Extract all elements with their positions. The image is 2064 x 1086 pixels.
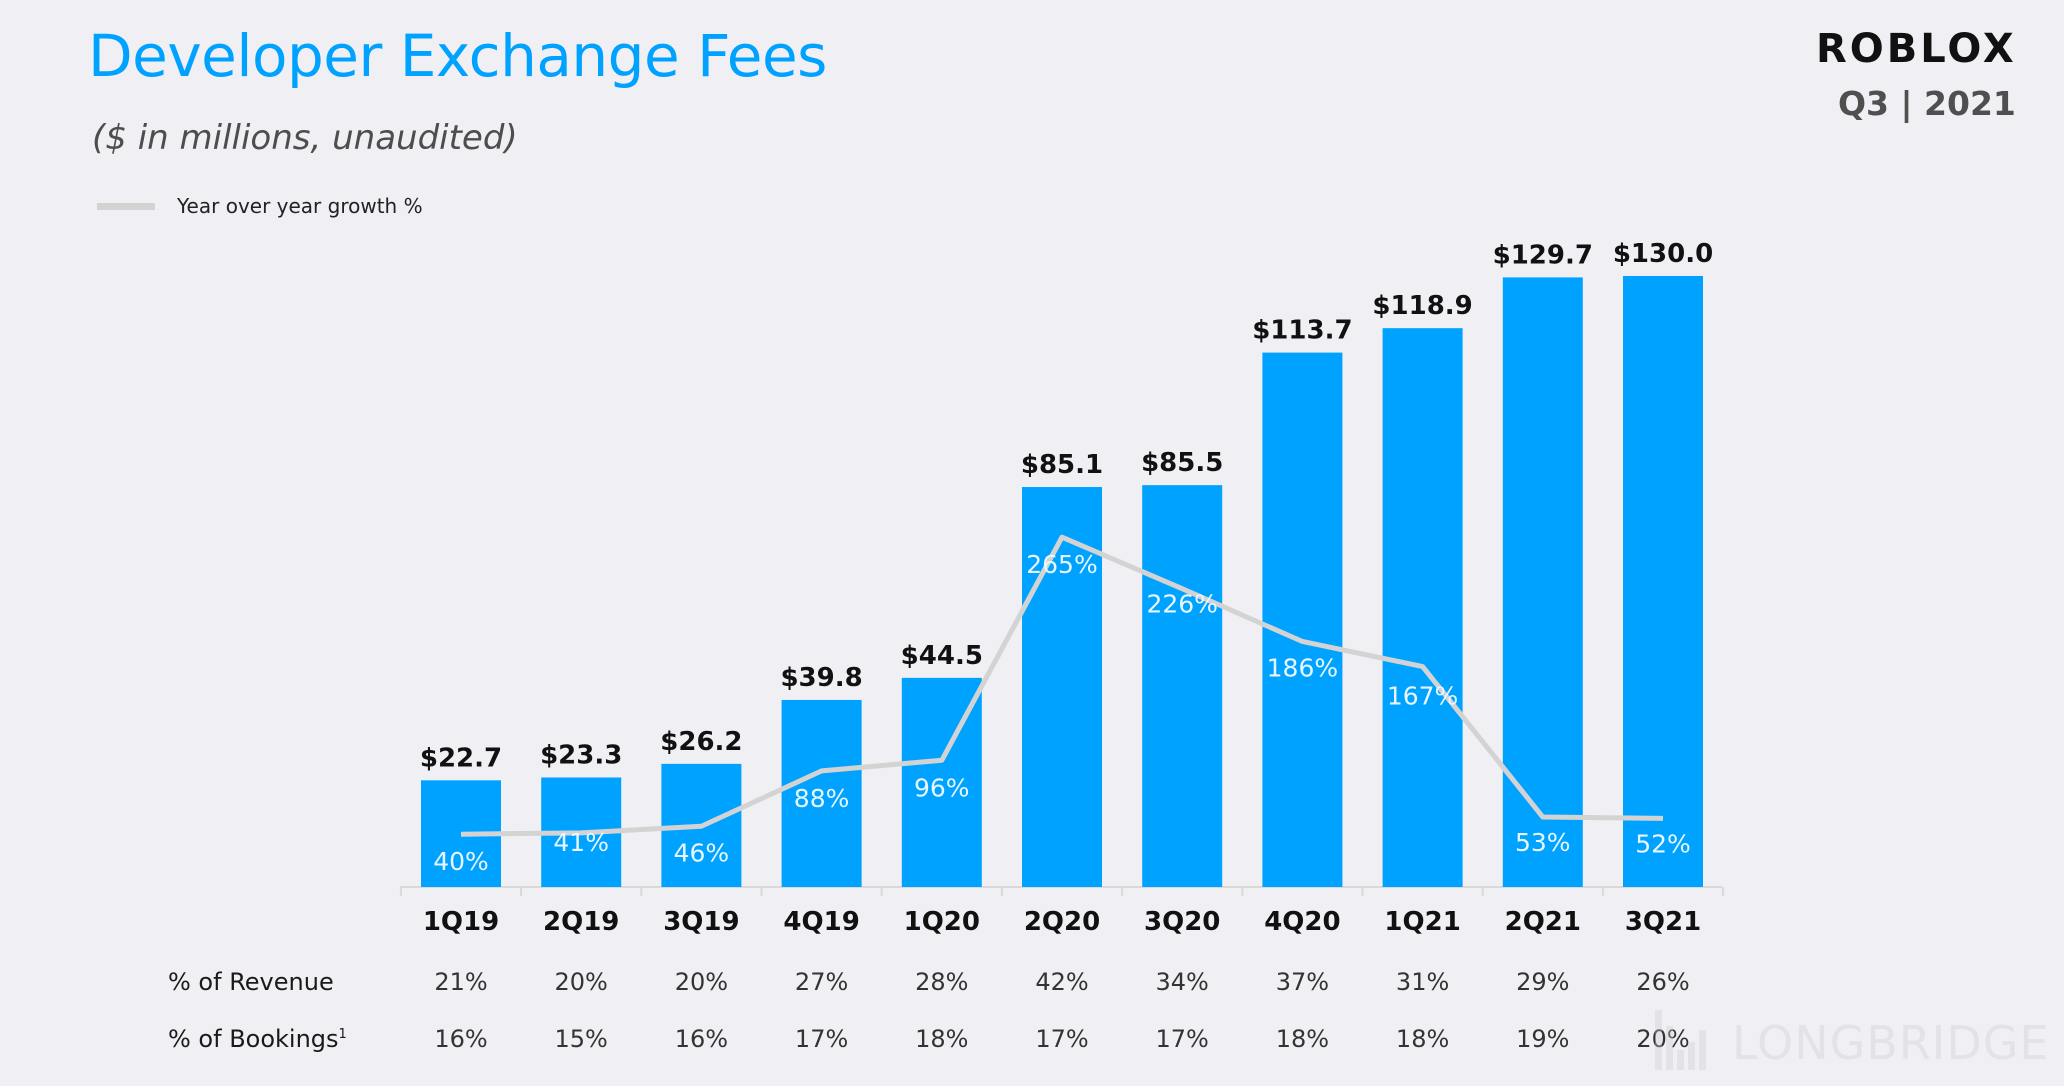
bar-value-label: $26.2 [660,727,742,757]
table-cell: 20% [674,968,729,996]
table-row-label: % of Revenue [168,968,334,996]
table-cell: 20% [554,968,608,996]
bar [1142,485,1223,887]
period-label: Q3 | 2021 [1838,84,2016,123]
legend-line-swatch [97,202,155,210]
page-subtitle: ($ in millions, unaudited) [92,118,518,158]
chart-legend: Year over year growth % [97,194,423,218]
bar-value-label: $22.7 [420,743,502,773]
x-tick-label: 3Q19 [663,907,739,937]
growth-label: 96% [914,773,970,802]
table-cell: 16% [434,1025,488,1053]
x-tick-label: 1Q20 [904,907,980,937]
bar-value-label: $85.5 [1141,448,1223,478]
growth-label: 167% [1387,682,1458,711]
table-cell: 37% [1275,968,1330,996]
bar [1502,277,1583,887]
x-tick-label: 1Q21 [1384,907,1460,937]
x-tick-label: 2Q19 [543,907,619,937]
table-cell: 16% [674,1025,729,1053]
bar-value-label: $85.1 [1021,450,1103,480]
bar-value-label: $118.9 [1372,291,1472,321]
table-cell: 18% [1395,1025,1450,1053]
growth-label: 265% [1026,550,1097,579]
table-cell: 34% [1155,968,1209,996]
bar-value-label: $39.8 [780,663,862,693]
bar-value-label: $129.7 [1493,240,1593,270]
table-cell: 42% [1035,968,1089,996]
growth-label: 41% [553,828,609,857]
growth-label: 88% [794,784,850,813]
bar [1382,328,1463,887]
table-cell: 26% [1636,968,1690,996]
bar-value-label: $23.3 [540,740,622,770]
table-cell: 31% [1395,968,1450,996]
growth-label: 46% [674,838,730,867]
watermark-logo-icon [1655,1010,1710,1070]
bar-value-label: $44.5 [901,641,983,671]
footnote-marker: 1 [338,1027,347,1042]
table-cell: 27% [794,968,849,996]
table-cell: 17% [1035,1025,1089,1053]
legend-label: Year over year growth % [177,194,423,218]
table-cell: 20% [1636,1025,1690,1053]
growth-label: 40% [433,847,489,876]
x-tick-label: 3Q20 [1144,907,1220,937]
table-cell: 21% [434,968,488,996]
growth-label: 52% [1635,829,1691,858]
growth-label: 53% [1515,828,1571,857]
watermark: LONGBRIDGE [1655,1010,2049,1070]
growth-label: 186% [1267,653,1338,682]
bar [781,699,862,887]
bar-value-label: $130.0 [1613,239,1713,269]
table-cell: 18% [915,1025,969,1053]
bar [1022,487,1102,887]
x-tick-label: 2Q20 [1024,907,1100,937]
table-cell: 18% [1275,1025,1330,1053]
x-tick-label: 3Q21 [1625,907,1701,937]
x-tick-label: 4Q19 [783,907,859,937]
table-cell: 28% [915,968,969,996]
table-cell: 19% [1516,1025,1570,1053]
table-cell: 17% [1155,1025,1209,1053]
table-row-label: % of Bookings1 [168,1025,347,1053]
table-cell: 29% [1516,968,1570,996]
bar-value-label: $113.7 [1252,316,1352,346]
roblox-logo: ROBLOX [1816,26,2017,72]
bar [1623,276,1703,887]
watermark-text: LONGBRIDGE [1732,1016,2050,1070]
table-cell: 17% [794,1025,849,1053]
bar [1262,352,1343,887]
growth-label: 226% [1146,590,1217,619]
x-tick-label: 4Q20 [1264,907,1340,937]
table-cell: 15% [554,1025,608,1053]
x-tick-label: 2Q21 [1505,907,1581,937]
page-title: Developer Exchange Fees [88,22,827,90]
x-tick-label: 1Q19 [423,907,499,937]
